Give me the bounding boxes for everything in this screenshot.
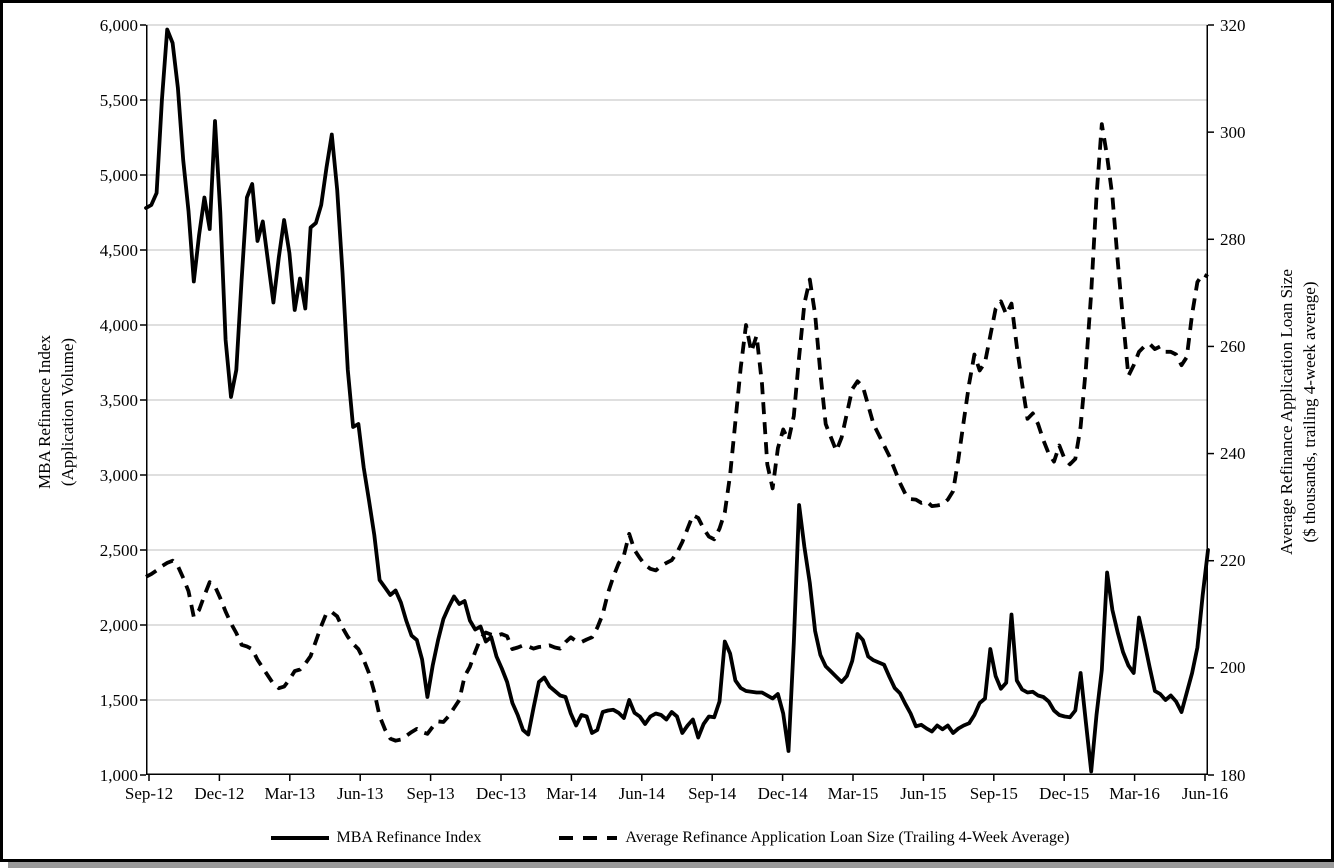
right-axis-tick-label: 280	[1220, 229, 1246, 249]
legend-label-refinance-index: MBA Refinance Index	[336, 829, 482, 846]
left-axis-title: MBA Refinance Index (Application Volume)	[33, 37, 79, 787]
left-axis-tick-label: 2,000	[99, 615, 138, 635]
left-axis-tick-label: 5,500	[99, 90, 138, 110]
x-axis-tick-label: Dec-15	[1039, 784, 1090, 803]
legend-label-loan-size: Average Refinance Application Loan Size …	[625, 829, 1070, 846]
legend-item-refinance-index: MBA Refinance Index	[270, 829, 482, 847]
left-axis-tick-label: 4,500	[99, 240, 138, 260]
right-axis-tick-label: 200	[1220, 658, 1246, 678]
legend: MBA Refinance Index Average Refinance Ap…	[3, 829, 1331, 847]
left-axis-title-line1: MBA Refinance Index	[35, 335, 54, 489]
right-axis-tick-label: 180	[1220, 765, 1246, 785]
series-refinance-index	[144, 27, 1210, 774]
x-axis-tick-label: Dec-13	[475, 784, 527, 803]
x-axis-tick-label: Dec-12	[194, 784, 245, 803]
right-axis-title-line1: Average Refinance Application Loan Size	[1277, 269, 1296, 555]
x-axis-tick-label: Jun-15	[900, 784, 947, 803]
left-axis-tick-label: 5,000	[99, 165, 138, 185]
left-axis-tick-label: 4,000	[99, 315, 138, 335]
right-axis-title-line2: ($ thousands, trailing 4-week average)	[1300, 281, 1319, 543]
legend-item-loan-size: Average Refinance Application Loan Size …	[559, 829, 1069, 847]
left-axis-tick-label: 1,000	[99, 765, 138, 785]
x-axis-tick-label: Sep-13	[406, 784, 455, 803]
x-axis-tick-label: Jun-13	[337, 784, 384, 803]
solid-line-swatch-icon	[270, 836, 329, 840]
x-axis-tick-label: Jun-14	[618, 784, 665, 803]
x-axis-tick-label: Sep-12	[124, 784, 174, 803]
left-axis-tick-label: 3,000	[99, 465, 138, 485]
right-axis-tick-label: 240	[1220, 444, 1246, 464]
left-axis-title-line2: (Application Volume)	[58, 337, 77, 487]
x-axis-tick-label: Sep-15	[969, 784, 1018, 803]
right-axis-tick-label: 220	[1220, 551, 1246, 571]
left-axis-tick-label: 3,500	[99, 390, 138, 410]
right-axis-title: Average Refinance Application Loan Size …	[1275, 37, 1321, 787]
series-loan-size	[145, 122, 1209, 743]
x-axis-tick-label: Mar-14	[546, 784, 597, 803]
plot-area	[140, 24, 1214, 781]
x-axis-tick-label: Jun-16	[1181, 784, 1229, 803]
x-axis-tick-label: Mar-13	[264, 784, 316, 803]
x-axis-tick-label: Dec-14	[757, 784, 808, 803]
left-axis-tick-label: 6,000	[99, 15, 138, 35]
dashed-line-swatch-icon	[559, 836, 618, 840]
right-axis-tick-label: 300	[1220, 122, 1246, 142]
right-axis-tick-label: 320	[1220, 15, 1246, 35]
right-axis-tick-label: 260	[1220, 336, 1246, 356]
x-axis-tick-label: Sep-14	[688, 784, 737, 803]
left-axis-tick-label: 1,500	[99, 690, 138, 710]
x-axis-tick-label: Mar-16	[1109, 784, 1160, 803]
x-axis-tick-label: Mar-15	[827, 784, 879, 803]
left-axis-tick-label: 2,500	[99, 540, 138, 560]
window-shadow	[8, 862, 1334, 868]
